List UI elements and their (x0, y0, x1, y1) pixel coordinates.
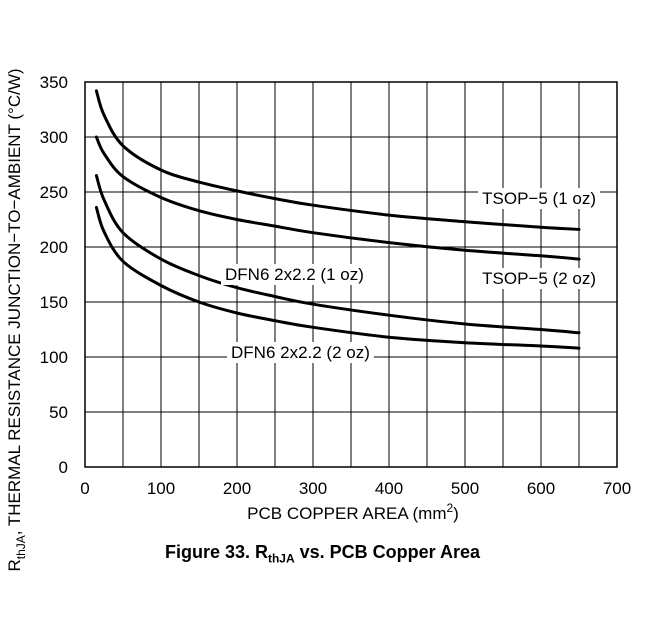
y-tick-label: 300 (40, 128, 68, 147)
x-tick-label: 200 (223, 479, 251, 498)
series-label-4: DFN6 2x2.2 (2 oz) (231, 343, 370, 362)
series-labels: TSOP−5 (1 oz) TSOP−5 (2 oz) DFN6 2x2.2 (1 … (221, 188, 600, 363)
x-tick-label: 500 (451, 479, 479, 498)
x-tick-labels: 0 100 200 300 400 500 600 700 (80, 479, 631, 498)
series-line-4 (94, 205, 581, 350)
y-tick-label: 0 (59, 458, 68, 477)
x-tick-label: 300 (299, 479, 327, 498)
series-line-1 (94, 89, 581, 231)
y-tick-label: 350 (40, 73, 68, 92)
y-tick-label: 150 (40, 293, 68, 312)
x-tick-label: 600 (527, 479, 555, 498)
series-group (94, 89, 581, 350)
series-label-1: TSOP−5 (1 oz) (482, 189, 596, 208)
series-label-background (478, 268, 600, 289)
x-tick-label: 100 (147, 479, 175, 498)
series-line-3 (94, 174, 581, 335)
y-tick-label: 100 (40, 348, 68, 367)
y-tick-label: 200 (40, 238, 68, 257)
figure-caption: Figure 33. RthJA vs. PCB Copper Area (164, 542, 481, 566)
x-tick-label: 0 (80, 479, 89, 498)
y-tick-label: 250 (40, 183, 68, 202)
plot-border (84, 81, 618, 468)
x-axis-label: PCB COPPER AREA (mm2) (247, 501, 459, 523)
series-label-background (221, 264, 368, 285)
x-tick-label: 700 (603, 479, 631, 498)
x-tick-label: 400 (375, 479, 403, 498)
series-label-2: TSOP−5 (2 oz) (482, 269, 596, 288)
plot-frame (84, 81, 618, 468)
series-line-2 (94, 135, 581, 261)
y-axis-label: RthJA, THERMAL RESISTANCE JUNCTION−TO−AM… (5, 68, 28, 571)
series-label-background (478, 188, 600, 209)
series-label-background (227, 342, 374, 363)
series-label-3: DFN6 2x2.2 (1 oz) (225, 265, 364, 284)
y-tick-label: 50 (49, 403, 68, 422)
y-tick-labels: 0 50 100 150 200 250 300 350 (40, 73, 68, 477)
